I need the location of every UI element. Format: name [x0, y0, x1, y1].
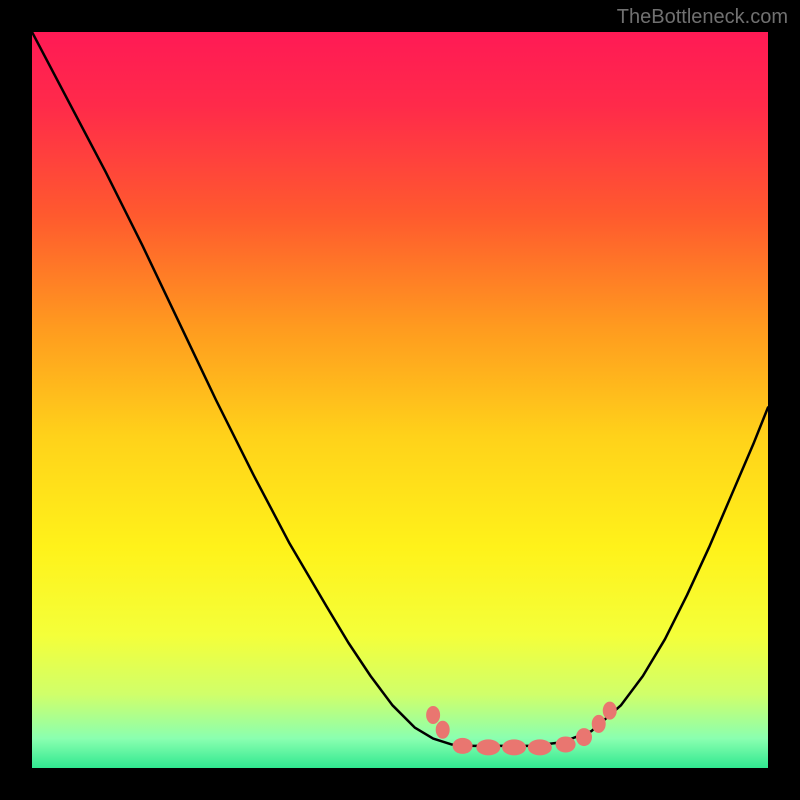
watermark-text: TheBottleneck.com [617, 6, 788, 29]
plot-area [32, 32, 768, 768]
bottleneck-curve [32, 32, 768, 768]
